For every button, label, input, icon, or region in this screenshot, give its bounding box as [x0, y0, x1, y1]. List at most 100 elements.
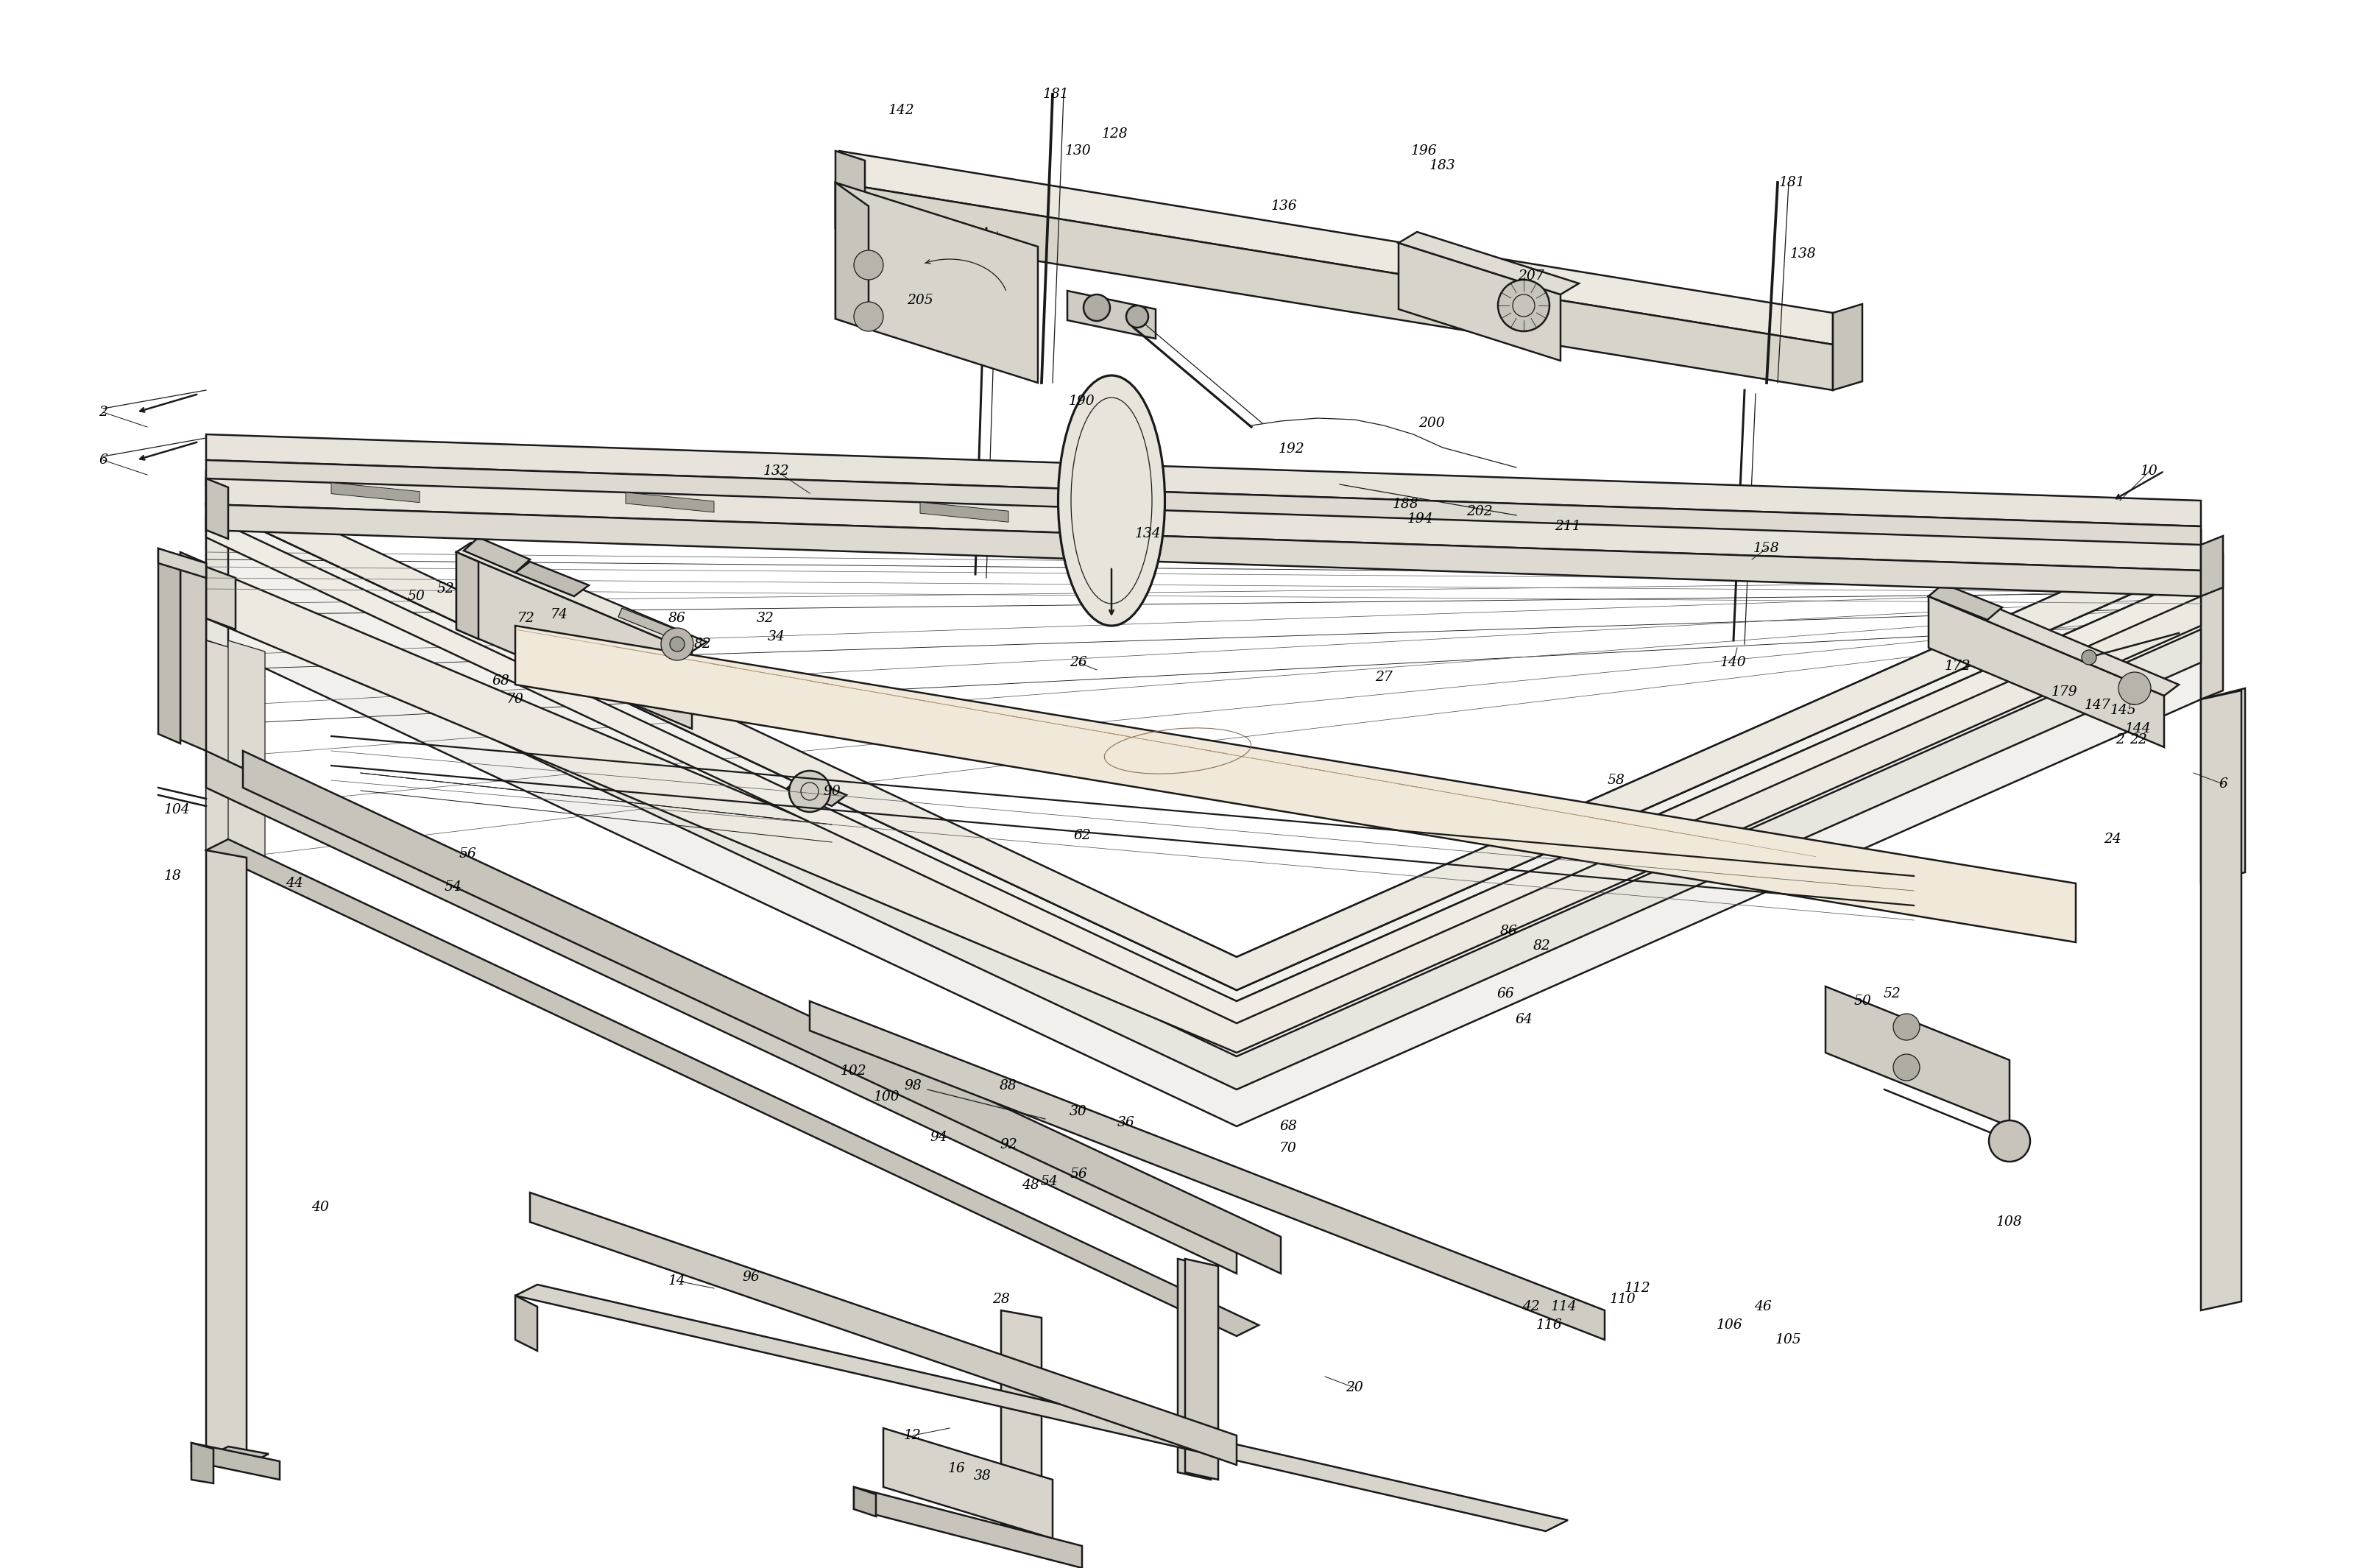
Polygon shape — [206, 475, 2200, 989]
Text: 27: 27 — [1376, 671, 1392, 684]
Text: 88: 88 — [999, 1079, 1018, 1093]
Polygon shape — [206, 434, 2200, 527]
Polygon shape — [1002, 1311, 1042, 1532]
Text: 202: 202 — [1466, 505, 1492, 519]
Polygon shape — [516, 1284, 1568, 1532]
Polygon shape — [836, 182, 869, 329]
Polygon shape — [921, 502, 1009, 522]
Text: 50: 50 — [1854, 994, 1871, 1008]
Text: 74: 74 — [552, 608, 568, 621]
Text: 66: 66 — [1497, 988, 1513, 1000]
Text: 54: 54 — [443, 881, 462, 894]
Polygon shape — [516, 626, 2077, 942]
Circle shape — [670, 637, 684, 651]
Text: 181: 181 — [1778, 176, 1804, 190]
Polygon shape — [206, 516, 2200, 1024]
Text: 94: 94 — [931, 1131, 947, 1145]
Text: 2: 2 — [99, 406, 107, 419]
Text: 158: 158 — [1752, 543, 1781, 555]
Text: 192: 192 — [1279, 442, 1305, 456]
Polygon shape — [836, 182, 1037, 383]
Text: 6: 6 — [2219, 778, 2228, 790]
Text: 207: 207 — [1518, 270, 1544, 282]
Text: 12: 12 — [905, 1428, 921, 1443]
Text: 128: 128 — [1101, 127, 1127, 141]
Polygon shape — [855, 1486, 1082, 1568]
Circle shape — [661, 627, 694, 660]
Text: 205: 205 — [907, 293, 933, 307]
Polygon shape — [192, 1443, 279, 1480]
Text: 196: 196 — [1411, 144, 1437, 157]
Text: 16: 16 — [947, 1461, 966, 1475]
Text: 24: 24 — [2103, 833, 2122, 845]
Text: 114: 114 — [1551, 1300, 1577, 1314]
Polygon shape — [159, 549, 206, 579]
Polygon shape — [206, 459, 2200, 552]
Circle shape — [789, 771, 831, 812]
Text: 179: 179 — [2051, 685, 2077, 699]
Polygon shape — [244, 751, 1281, 1273]
Text: 58: 58 — [1608, 773, 1624, 787]
Text: 22: 22 — [2129, 734, 2148, 746]
Polygon shape — [206, 505, 2200, 596]
Text: 40: 40 — [313, 1201, 329, 1214]
Text: 26: 26 — [1070, 655, 1087, 670]
Polygon shape — [1928, 585, 2179, 696]
Polygon shape — [1928, 596, 2164, 748]
Text: 36: 36 — [1118, 1116, 1134, 1129]
Text: 18: 18 — [163, 869, 182, 883]
Polygon shape — [1068, 290, 1156, 339]
Text: 106: 106 — [1717, 1319, 1743, 1331]
Circle shape — [2119, 673, 2150, 704]
Text: 172: 172 — [1944, 660, 1970, 673]
Text: 102: 102 — [841, 1065, 867, 1077]
Text: 132: 132 — [762, 464, 789, 478]
Polygon shape — [855, 1486, 876, 1516]
Text: 145: 145 — [2110, 704, 2136, 717]
Text: 64: 64 — [1516, 1013, 1532, 1025]
Text: 34: 34 — [767, 630, 786, 643]
Text: 6: 6 — [99, 453, 107, 467]
Text: 105: 105 — [1776, 1333, 1802, 1347]
Polygon shape — [2200, 536, 2224, 596]
Polygon shape — [516, 1295, 538, 1352]
Polygon shape — [192, 1443, 213, 1483]
Polygon shape — [206, 505, 227, 648]
Polygon shape — [1399, 243, 1561, 361]
Ellipse shape — [1058, 375, 1165, 626]
Polygon shape — [789, 776, 845, 806]
Text: 28: 28 — [992, 1292, 1009, 1306]
Text: 190: 190 — [1068, 395, 1094, 408]
Polygon shape — [2200, 688, 2245, 883]
Polygon shape — [206, 640, 227, 861]
Polygon shape — [457, 552, 691, 729]
Text: 82: 82 — [1534, 939, 1551, 953]
Text: 211: 211 — [1556, 519, 1582, 533]
Polygon shape — [1833, 304, 1861, 390]
Polygon shape — [1826, 986, 2010, 1126]
Text: 38: 38 — [973, 1469, 992, 1483]
Text: 200: 200 — [1418, 417, 1444, 430]
Polygon shape — [206, 839, 1260, 1336]
Polygon shape — [810, 1000, 1606, 1339]
Text: 10: 10 — [2141, 464, 2157, 478]
Circle shape — [1894, 1054, 1920, 1080]
Polygon shape — [206, 571, 2200, 1090]
Polygon shape — [530, 1193, 1236, 1465]
Polygon shape — [206, 470, 2200, 989]
Text: 56: 56 — [1070, 1168, 1087, 1181]
Text: 90: 90 — [824, 784, 841, 798]
Text: 86: 86 — [668, 612, 687, 626]
Text: 2: 2 — [2115, 734, 2124, 746]
Text: 130: 130 — [1066, 144, 1092, 157]
Polygon shape — [1177, 1259, 1210, 1480]
Polygon shape — [836, 151, 864, 237]
Text: 42: 42 — [1523, 1300, 1539, 1314]
Text: 181: 181 — [1044, 88, 1070, 100]
Text: 194: 194 — [1407, 513, 1433, 525]
Text: 112: 112 — [1624, 1281, 1650, 1295]
Text: 44: 44 — [287, 877, 303, 891]
Polygon shape — [206, 850, 246, 1465]
Text: 54: 54 — [1040, 1174, 1058, 1189]
Text: 144: 144 — [2124, 723, 2153, 735]
